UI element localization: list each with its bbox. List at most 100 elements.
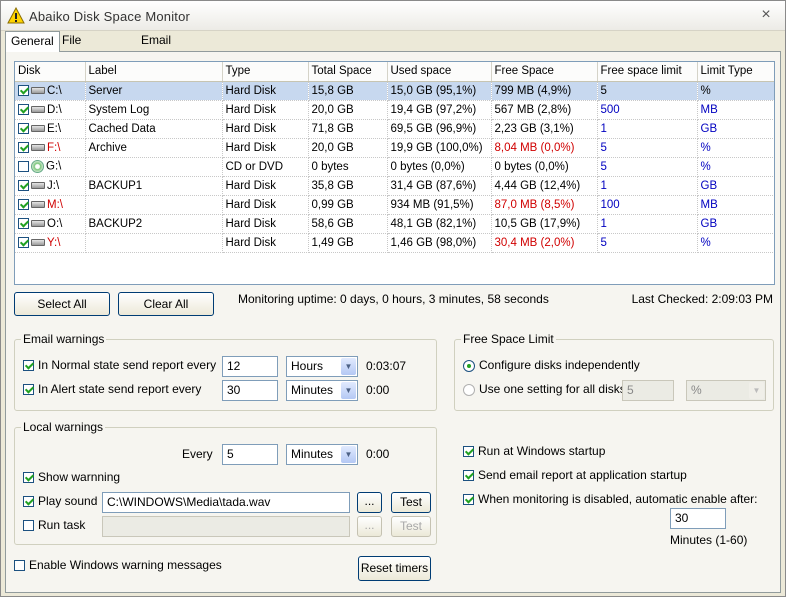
disk-grid[interactable]: Disk Label Type Total Space Used space F… (14, 61, 775, 285)
auto-enable-minutes-input[interactable]: 30 (670, 508, 726, 529)
cell-limit-type[interactable]: % (697, 157, 774, 177)
clear-all-button[interactable]: Clear All (118, 292, 214, 316)
table-row[interactable]: E:\ Cached Data Hard Disk 71,8 GB 69,5 G… (15, 119, 774, 139)
row-checkbox[interactable] (18, 236, 29, 248)
cell-limit-type[interactable]: MB (697, 195, 774, 215)
email-at-startup-checkbox[interactable] (463, 470, 474, 482)
row-checkbox[interactable] (18, 161, 29, 172)
row-checkbox[interactable] (18, 103, 29, 115)
cell-label[interactable]: Archive (85, 138, 223, 158)
chevron-down-icon[interactable]: ▼ (341, 446, 356, 463)
normal-unit-select[interactable]: Hours ▼ (286, 356, 358, 377)
one-setting-option[interactable]: Use one setting for all disks (463, 382, 626, 396)
cell-limit-type[interactable]: % (697, 81, 774, 101)
configure-independently-radio[interactable] (463, 359, 475, 372)
cell-limit-type[interactable]: MB (697, 100, 774, 120)
chevron-down-icon[interactable]: ▼ (341, 358, 356, 375)
cell-limit[interactable]: 5 (597, 138, 698, 158)
run-at-startup-checkbox[interactable] (463, 446, 474, 458)
table-row[interactable]: F:\ Archive Hard Disk 20,0 GB 19,9 GB (1… (15, 138, 774, 158)
cell-limit-type[interactable]: % (697, 233, 774, 253)
test-sound-button[interactable]: Test (391, 492, 431, 513)
col-type[interactable]: Type (222, 62, 309, 82)
show-warning-checkbox[interactable] (23, 472, 34, 484)
select-all-button[interactable]: Select All (14, 292, 110, 316)
cell-limit-type[interactable]: GB (697, 119, 774, 139)
normal-state-checkbox[interactable] (23, 360, 34, 372)
cell-label[interactable] (85, 157, 223, 177)
table-row[interactable]: Y:\ Hard Disk 1,49 GB 1,46 GB (98,0%) 30… (15, 233, 774, 253)
auto-enable-checkbox[interactable] (463, 494, 474, 506)
alert-state-option[interactable]: In Alert state send report every (23, 382, 201, 396)
table-row[interactable]: O:\ BACKUP2 Hard Disk 58,6 GB 48,1 GB (8… (15, 214, 774, 234)
table-row[interactable]: J:\ BACKUP1 Hard Disk 35,8 GB 31,4 GB (8… (15, 176, 774, 196)
run-task-checkbox[interactable] (23, 520, 34, 532)
cell-limit-type[interactable]: GB (697, 214, 774, 234)
cell-label[interactable] (85, 195, 223, 215)
col-label[interactable]: Label (85, 62, 223, 82)
task-path-input[interactable] (102, 516, 350, 537)
table-row[interactable]: M:\ Hard Disk 0,99 GB 934 MB (91,5%) 87,… (15, 195, 774, 215)
col-limit-type[interactable]: Limit Type (697, 62, 774, 82)
table-row[interactable]: D:\ System Log Hard Disk 20,0 GB 19,4 GB… (15, 100, 774, 120)
close-button[interactable]: × (761, 6, 771, 23)
sound-path-input[interactable]: C:\WINDOWS\Media\tada.wav (102, 492, 350, 513)
row-checkbox[interactable] (18, 84, 29, 96)
cell-limit[interactable]: 5 (597, 81, 698, 101)
email-at-startup-option[interactable]: Send email report at application startup (463, 468, 687, 482)
row-checkbox[interactable] (18, 217, 29, 229)
col-free-space-limit[interactable]: Free space limit (597, 62, 698, 82)
tab-file-size-chart[interactable]: File Size Chart (62, 33, 91, 83)
cell-label[interactable]: BACKUP2 (85, 214, 223, 234)
chevron-down-icon[interactable]: ▼ (749, 382, 764, 399)
row-checkbox[interactable] (18, 198, 29, 210)
cell-limit[interactable]: 5 (597, 233, 698, 253)
row-checkbox[interactable] (18, 179, 29, 191)
row-checkbox[interactable] (18, 122, 29, 134)
global-limit-unit-select[interactable]: % ▼ (686, 380, 766, 401)
cell-limit[interactable]: 1 (597, 176, 698, 196)
tab-email-settings[interactable]: Email settings (141, 33, 182, 65)
table-row[interactable]: G:\ CD or DVD 0 bytes 0 bytes (0,0%) 0 b… (15, 157, 774, 177)
auto-enable-option[interactable]: When monitoring is disabled, automatic e… (463, 492, 758, 506)
cell-limit[interactable]: 5 (597, 157, 698, 177)
configure-independently-option[interactable]: Configure disks independently (463, 358, 640, 372)
browse-sound-button[interactable]: ... (357, 492, 382, 513)
chevron-down-icon[interactable]: ▼ (341, 382, 356, 399)
cell-label[interactable]: System Log (85, 100, 223, 120)
alert-state-checkbox[interactable] (23, 384, 34, 396)
browse-task-button[interactable]: ... (357, 516, 382, 537)
reset-timers-button[interactable]: Reset timers (358, 556, 431, 581)
enable-windows-messages-option[interactable]: Enable Windows warning messages (14, 558, 222, 572)
col-disk[interactable]: Disk (15, 62, 86, 82)
play-sound-option[interactable]: Play sound (23, 494, 97, 508)
cell-limit[interactable]: 100 (597, 195, 698, 215)
run-task-option[interactable]: Run task (23, 518, 85, 532)
local-interval-input[interactable]: 5 (222, 444, 278, 465)
enable-windows-messages-checkbox[interactable] (14, 560, 25, 572)
alert-interval-input[interactable]: 30 (222, 380, 278, 401)
col-used-space[interactable]: Used space (387, 62, 492, 82)
run-at-startup-option[interactable]: Run at Windows startup (463, 444, 605, 458)
local-unit-select[interactable]: Minutes ▼ (286, 444, 358, 465)
cell-label[interactable] (85, 233, 223, 253)
row-checkbox[interactable] (18, 141, 29, 153)
show-warning-option[interactable]: Show warnning (23, 470, 120, 484)
normal-interval-input[interactable]: 12 (222, 356, 278, 377)
cell-label[interactable]: BACKUP1 (85, 176, 223, 196)
cell-limit[interactable]: 1 (597, 119, 698, 139)
cell-label[interactable]: Cached Data (85, 119, 223, 139)
global-limit-input[interactable]: 5 (622, 380, 674, 401)
normal-state-option[interactable]: In Normal state send report every (23, 358, 216, 372)
cell-limit-type[interactable]: GB (697, 176, 774, 196)
col-total-space[interactable]: Total Space (308, 62, 388, 82)
tab-general[interactable]: General (5, 31, 60, 52)
table-row[interactable]: C:\ Server Hard Disk 15,8 GB 15,0 GB (95… (15, 81, 774, 101)
one-setting-radio[interactable] (463, 383, 475, 396)
col-free-space[interactable]: Free Space (491, 62, 598, 82)
test-task-button[interactable]: Test (391, 516, 431, 537)
cell-limit-type[interactable]: % (697, 138, 774, 158)
play-sound-checkbox[interactable] (23, 496, 34, 508)
alert-unit-select[interactable]: Minutes ▼ (286, 380, 358, 401)
cell-label[interactable]: Server (85, 81, 223, 101)
